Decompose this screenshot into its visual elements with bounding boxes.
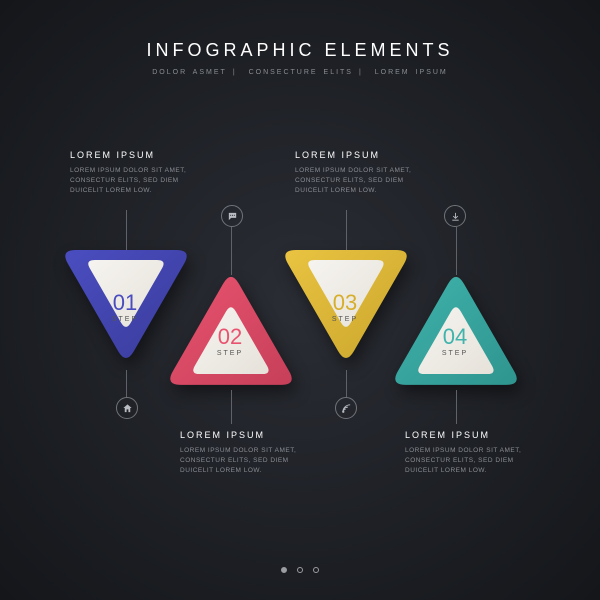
wifi-icon [335, 397, 357, 419]
leader-line [231, 227, 232, 275]
leader-line [346, 370, 347, 397]
callout-body: LOREM IPSUM DOLOR SIT AMET, CONSECTUR EL… [405, 446, 525, 475]
callout-heading: LOREM IPSUM [70, 150, 190, 160]
step-triangle-02: 02 STEP [165, 270, 295, 400]
step-number: 02 [165, 326, 295, 348]
leader-line [126, 210, 127, 250]
pager-dot[interactable] [297, 567, 303, 573]
step-label: STEP [165, 350, 295, 357]
home-icon [116, 397, 138, 419]
callout-heading: LOREM IPSUM [180, 430, 300, 440]
leader-line [231, 390, 232, 424]
step-label: STEP [390, 350, 520, 357]
pager-dots [0, 560, 600, 578]
step-triangle-04: 04 STEP [390, 270, 520, 400]
download-icon [444, 205, 466, 227]
leader-line [456, 227, 457, 275]
callout-02: LOREM IPSUM LOREM IPSUM DOLOR SIT AMET, … [180, 430, 300, 475]
pager-dot[interactable] [281, 567, 287, 573]
pager-dot[interactable] [313, 567, 319, 573]
step-number: 04 [390, 326, 520, 348]
callout-03: LOREM IPSUM LOREM IPSUM DOLOR SIT AMET, … [295, 150, 415, 195]
callout-body: LOREM IPSUM DOLOR SIT AMET, CONSECTUR EL… [180, 446, 300, 475]
infographic-stage: 01 STEPLOREM IPSUM LOREM IPSUM DOLOR SIT… [0, 0, 600, 600]
leader-line [456, 390, 457, 424]
chat-icon [221, 205, 243, 227]
leader-line [126, 370, 127, 397]
callout-body: LOREM IPSUM DOLOR SIT AMET, CONSECTUR EL… [70, 166, 190, 195]
leader-line [346, 210, 347, 250]
callout-heading: LOREM IPSUM [295, 150, 415, 160]
callout-body: LOREM IPSUM DOLOR SIT AMET, CONSECTUR EL… [295, 166, 415, 195]
callout-04: LOREM IPSUM LOREM IPSUM DOLOR SIT AMET, … [405, 430, 525, 475]
callout-01: LOREM IPSUM LOREM IPSUM DOLOR SIT AMET, … [70, 150, 190, 195]
callout-heading: LOREM IPSUM [405, 430, 525, 440]
